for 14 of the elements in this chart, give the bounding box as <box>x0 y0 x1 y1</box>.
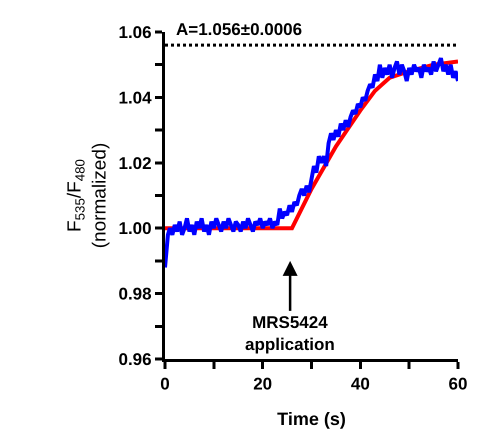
y-tick-label: 0.96 <box>118 350 152 369</box>
line-series <box>165 56 458 270</box>
y-tick-label: 0.98 <box>118 284 152 304</box>
x-tick-label: 20 <box>253 374 272 394</box>
x-tick-label: 40 <box>350 374 370 394</box>
x-tick-label: 0 <box>160 374 170 394</box>
y-tick-label: 1.04 <box>118 88 152 108</box>
x-axis-title: Time (s) <box>277 409 346 429</box>
text: 1.00 <box>118 219 152 238</box>
ref-line-label: A=1.056±0.0006 <box>176 20 302 39</box>
annotation: MRS5424 application <box>245 313 335 354</box>
x-tick-label: 60 <box>448 374 468 394</box>
y-tick-label: 1.02 <box>118 154 152 173</box>
y-tick-label: 1.06 <box>118 22 152 42</box>
